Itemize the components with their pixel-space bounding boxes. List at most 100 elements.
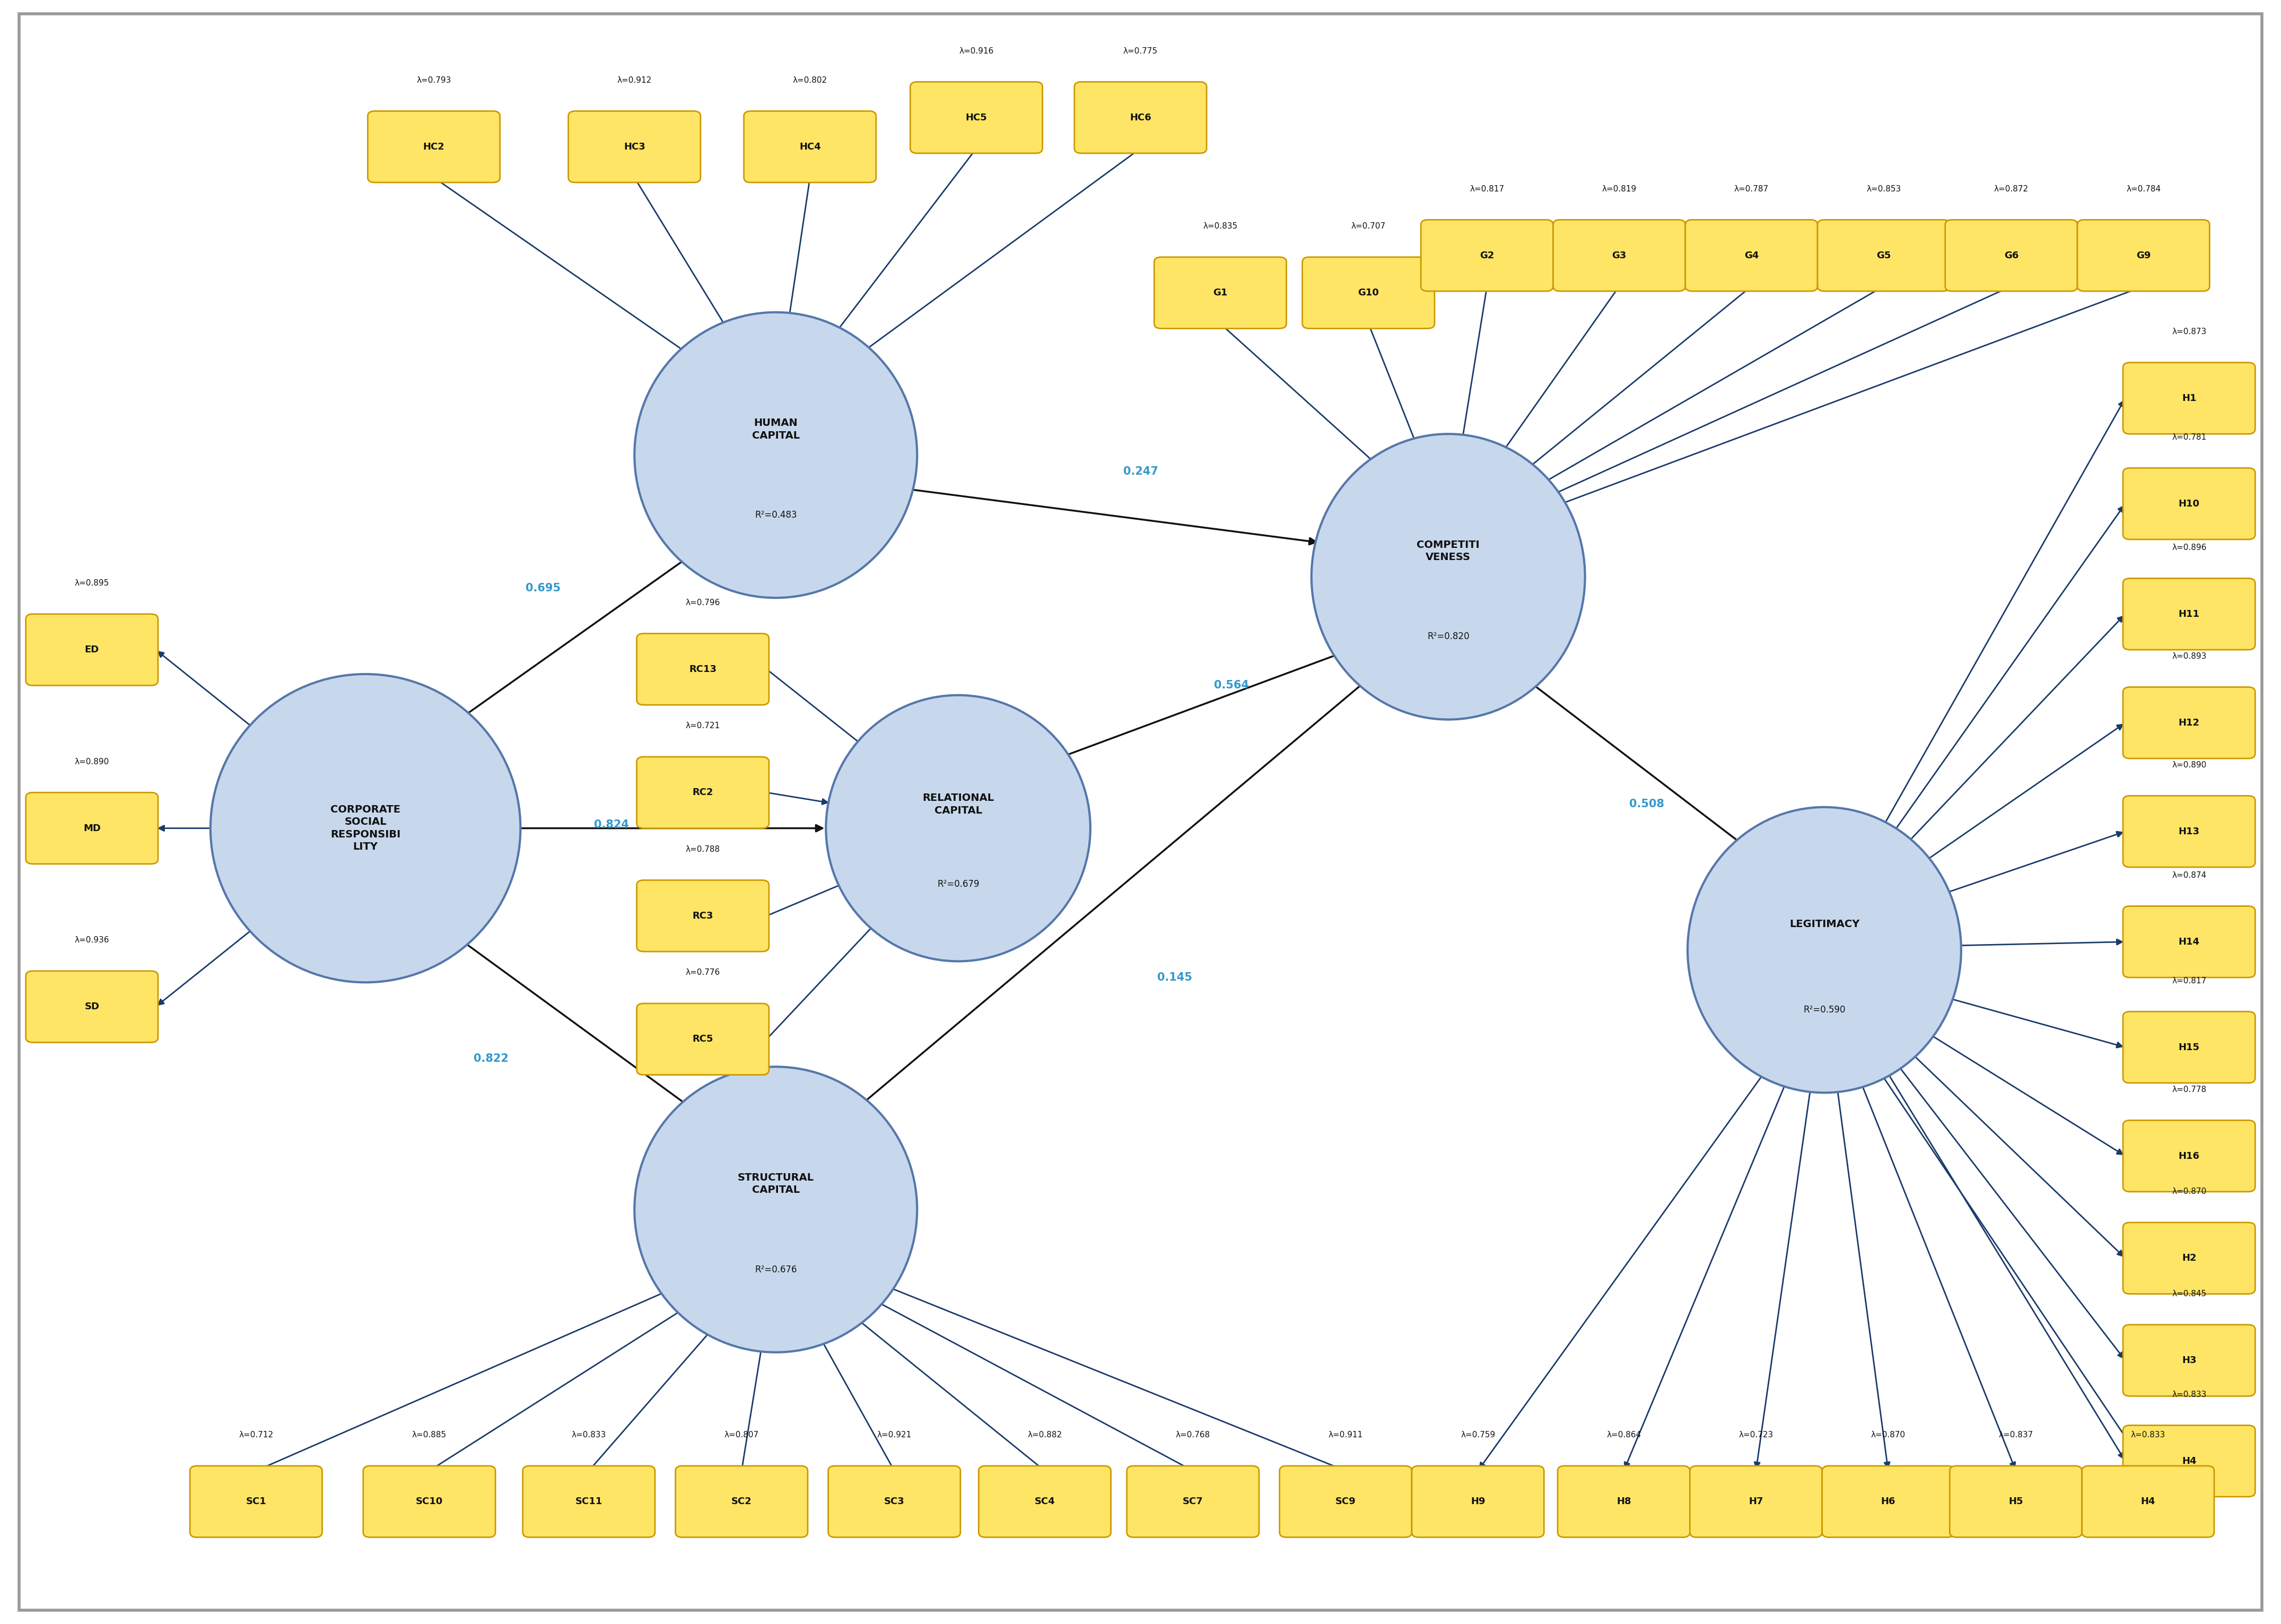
Text: HC5: HC5 [965,112,988,122]
FancyBboxPatch shape [522,1466,655,1538]
FancyBboxPatch shape [1823,1466,1955,1538]
FancyBboxPatch shape [1421,219,1553,291]
Text: SC3: SC3 [885,1497,906,1507]
Text: H7: H7 [1750,1497,1763,1507]
Text: λ=0.895: λ=0.895 [75,580,109,588]
Ellipse shape [634,1067,917,1353]
Ellipse shape [634,312,917,598]
Text: H1: H1 [2183,393,2197,403]
FancyBboxPatch shape [1553,219,1686,291]
Text: H12: H12 [2178,718,2199,728]
Text: H4: H4 [2183,1457,2197,1466]
FancyBboxPatch shape [1412,1466,1544,1538]
Text: λ=0.784: λ=0.784 [2126,185,2160,193]
Text: SC11: SC11 [575,1497,602,1507]
Text: λ=0.802: λ=0.802 [794,76,828,84]
Text: H10: H10 [2178,499,2199,508]
FancyBboxPatch shape [25,971,157,1043]
Text: H8: H8 [1617,1497,1631,1507]
Text: λ=0.807: λ=0.807 [725,1431,760,1439]
Text: λ=0.833: λ=0.833 [2130,1431,2165,1439]
FancyBboxPatch shape [1280,1466,1412,1538]
FancyBboxPatch shape [636,1004,769,1075]
Text: H3: H3 [2183,1356,2197,1366]
Text: λ=0.833: λ=0.833 [2172,1390,2206,1398]
FancyBboxPatch shape [1818,219,1950,291]
Text: λ=0.921: λ=0.921 [876,1431,912,1439]
FancyBboxPatch shape [2124,1325,2256,1397]
Text: HC2: HC2 [422,141,445,151]
Text: λ=0.853: λ=0.853 [1866,185,1900,193]
FancyBboxPatch shape [744,110,876,182]
FancyBboxPatch shape [367,110,500,182]
FancyBboxPatch shape [2078,219,2210,291]
Text: λ=0.796: λ=0.796 [687,599,721,607]
Text: λ=0.817: λ=0.817 [1469,185,1503,193]
Text: H11: H11 [2178,609,2199,619]
FancyBboxPatch shape [1302,257,1435,328]
Text: G4: G4 [1745,250,1759,260]
Text: LEGITIMACY: LEGITIMACY [1788,919,1859,929]
Text: G5: G5 [1877,250,1891,260]
Text: HC3: HC3 [623,141,646,151]
Text: λ=0.817: λ=0.817 [2172,976,2206,984]
Text: λ=0.819: λ=0.819 [1601,185,1635,193]
FancyBboxPatch shape [636,880,769,952]
Text: RC2: RC2 [693,788,714,797]
Text: H13: H13 [2178,827,2199,836]
Text: G1: G1 [1213,287,1227,297]
FancyBboxPatch shape [189,1466,322,1538]
Text: λ=0.873: λ=0.873 [2172,328,2206,336]
Text: R²=0.483: R²=0.483 [755,510,796,520]
Text: H6: H6 [1882,1497,1896,1507]
Text: λ=0.787: λ=0.787 [1734,185,1768,193]
Text: STRUCTURAL
CAPITAL: STRUCTURAL CAPITAL [737,1173,814,1195]
Text: R²=0.820: R²=0.820 [1428,632,1469,641]
Text: λ=0.712: λ=0.712 [240,1431,274,1439]
Text: MD: MD [82,823,100,833]
FancyBboxPatch shape [2124,796,2256,867]
Text: SC2: SC2 [732,1497,753,1507]
FancyBboxPatch shape [1074,81,1207,153]
Text: λ=0.916: λ=0.916 [958,47,995,55]
Text: λ=0.872: λ=0.872 [1994,185,2028,193]
Text: λ=0.788: λ=0.788 [687,846,721,853]
Text: 0.695: 0.695 [525,583,561,593]
Text: G2: G2 [1480,250,1494,260]
Text: SC4: SC4 [1036,1497,1056,1507]
Text: λ=0.723: λ=0.723 [1738,1431,1772,1439]
Text: λ=0.759: λ=0.759 [1460,1431,1494,1439]
Text: H2: H2 [2183,1254,2197,1263]
Text: HUMAN
CAPITAL: HUMAN CAPITAL [753,417,801,440]
FancyBboxPatch shape [568,110,700,182]
Text: H15: H15 [2178,1043,2199,1052]
Text: H14: H14 [2178,937,2199,947]
Text: SC7: SC7 [1182,1497,1202,1507]
Text: SC10: SC10 [415,1497,443,1507]
Text: λ=0.835: λ=0.835 [1202,222,1239,231]
Text: 0.824: 0.824 [593,820,630,830]
Text: λ=0.874: λ=0.874 [2172,872,2206,879]
Text: SD: SD [84,1002,100,1012]
FancyBboxPatch shape [1558,1466,1690,1538]
Text: λ=0.781: λ=0.781 [2172,434,2206,442]
Text: λ=0.890: λ=0.890 [2172,762,2206,768]
FancyBboxPatch shape [828,1466,960,1538]
FancyBboxPatch shape [18,13,2263,1611]
Text: λ=0.707: λ=0.707 [1350,222,1387,231]
Ellipse shape [210,674,520,983]
FancyBboxPatch shape [1686,219,1818,291]
FancyBboxPatch shape [979,1466,1111,1538]
FancyBboxPatch shape [636,757,769,828]
FancyBboxPatch shape [363,1466,495,1538]
Text: λ=0.911: λ=0.911 [1328,1431,1364,1439]
FancyBboxPatch shape [910,81,1042,153]
Text: λ=0.885: λ=0.885 [413,1431,447,1439]
Text: λ=0.776: λ=0.776 [687,968,721,976]
Text: R²=0.590: R²=0.590 [1804,1005,1845,1015]
Text: RELATIONAL
CAPITAL: RELATIONAL CAPITAL [922,793,995,815]
Ellipse shape [826,695,1090,961]
Text: SC9: SC9 [1334,1497,1355,1507]
FancyBboxPatch shape [1690,1466,1823,1538]
Text: G9: G9 [2137,250,2151,260]
